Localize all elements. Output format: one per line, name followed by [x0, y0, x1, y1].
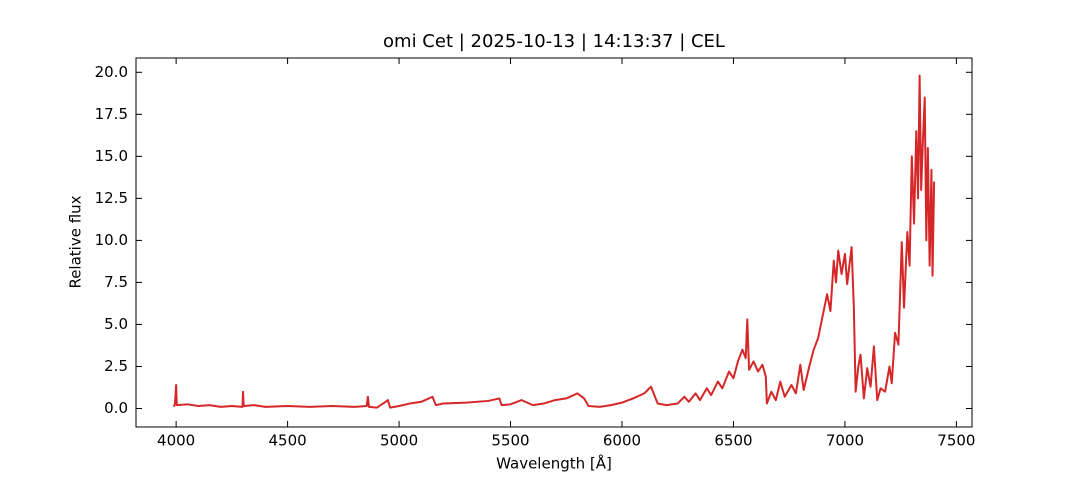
x-tick-label: 7000 — [826, 432, 864, 450]
y-tick-label: 7.5 — [104, 273, 128, 291]
y-tick-label: 17.5 — [95, 105, 128, 123]
y-tick-label: 12.5 — [95, 189, 128, 207]
chart-title: omi Cet | 2025-10-13 | 14:13:37 | CEL — [383, 31, 725, 52]
x-axis-label: Wavelength [Å] — [496, 454, 612, 473]
x-tick-label: 7500 — [937, 432, 975, 450]
y-tick-label: 5.0 — [104, 315, 128, 333]
x-tick-label: 6000 — [603, 432, 641, 450]
y-axis-label: Relative flux — [67, 195, 85, 288]
x-tick-label: 5000 — [380, 432, 418, 450]
x-tick-label: 5500 — [491, 432, 529, 450]
y-tick-label: 2.5 — [104, 357, 128, 375]
y-tick-label: 0.0 — [104, 399, 128, 417]
y-tick-label: 15.0 — [95, 147, 128, 165]
x-tick-label: 4500 — [269, 432, 307, 450]
plot-frame — [135, 57, 973, 428]
y-tick-label: 10.0 — [95, 231, 128, 249]
spectrum-line — [172, 74, 936, 409]
y-tick-label: 20.0 — [95, 63, 128, 81]
x-tick-label: 4000 — [157, 432, 195, 450]
x-tick-label: 6500 — [714, 432, 752, 450]
